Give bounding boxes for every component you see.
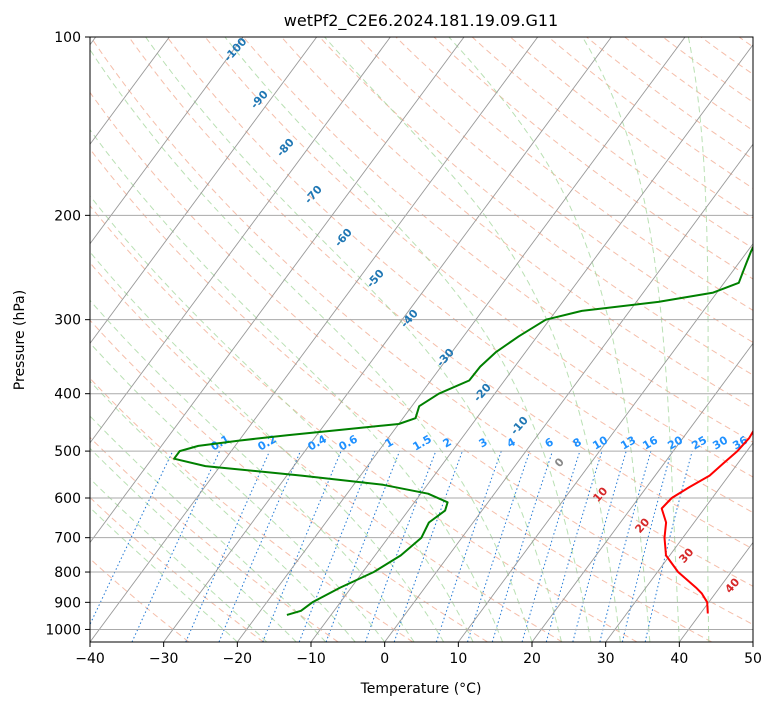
dry-adiabat [548, 37, 753, 189]
mixing-ratio-line [521, 450, 581, 642]
dry-adiabat [90, 377, 414, 642]
isotherm-line [531, 342, 753, 642]
mixing-ratio-line [131, 450, 221, 642]
moist-adiabat [90, 506, 238, 642]
isotherm-line [236, 37, 686, 642]
dry-adiabat [586, 37, 753, 160]
mixing-ratio-line [644, 450, 693, 642]
isotherm-line [90, 37, 539, 642]
moist-adiabat [90, 342, 386, 642]
dewpoint-profile-line [173, 245, 753, 616]
y-tick-label: 300 [54, 313, 81, 329]
x-tick-label: 10 [449, 651, 467, 667]
isotherm-line [605, 442, 753, 642]
isotherm-line [384, 143, 753, 642]
mixing-ratio-line [491, 450, 553, 642]
x-tick-label: 50 [744, 651, 762, 667]
moist-adiabat [687, 37, 710, 642]
mixing-ratio-line [90, 450, 174, 626]
isotherm-line [310, 43, 753, 642]
y-axis: 1000 900 800 700 600 500 400 300 200 100 [45, 30, 90, 638]
mixing-ratio-line [364, 450, 437, 642]
x-tick-label: 20 [523, 651, 541, 667]
moist-adiabat [324, 37, 621, 642]
x-tick-label: 30 [597, 651, 615, 667]
x-tick-label: −10 [296, 651, 326, 667]
x-tick-label: 40 [670, 651, 688, 667]
dry-adiabat [90, 204, 638, 642]
dry-adiabat [166, 37, 753, 514]
moist-adiabat [582, 37, 680, 642]
moist-adiabat [90, 128, 503, 642]
y-tick-label: 200 [54, 208, 81, 224]
dry-adiabat [90, 262, 563, 642]
moist-adiabat [90, 380, 356, 642]
x-tick-label: −30 [149, 651, 179, 667]
plot-frame [89, 36, 754, 643]
moist-adiabat [90, 299, 415, 642]
mixing-ratio-line [621, 450, 672, 642]
y-tick-label: 400 [54, 387, 81, 403]
mixing-ratio-line [599, 450, 652, 642]
moist-adiabat [90, 477, 268, 642]
mixing-ratio-line [435, 450, 502, 642]
moist-adiabat [90, 415, 327, 642]
dry-adiabat [242, 37, 753, 443]
moist-adiabat [90, 447, 297, 642]
temperature-profile-line [660, 429, 753, 614]
isotherm-line [90, 37, 170, 146]
isotherm-line [90, 37, 465, 544]
mixing-ratio-line [393, 450, 463, 642]
y-tick-label: 700 [54, 531, 81, 547]
y-tick-label: 900 [54, 595, 81, 611]
mixing-ratio-line [572, 450, 627, 642]
dry-adiabat [395, 37, 753, 311]
dry-adiabat [90, 496, 264, 642]
x-axis: −40 −30 −20 −10 0 10 20 30 40 50 [75, 642, 762, 667]
dry-adiabat [90, 148, 712, 642]
dry-adiabat [128, 37, 753, 550]
chart-title: wetPf2_C2E6.2024.181.19.09.G11 [284, 11, 558, 31]
dry-adiabat [204, 37, 753, 478]
mixing-ratio-line [467, 450, 531, 642]
x-axis-label: Temperature (°C) [360, 681, 482, 697]
isotherm-line [90, 37, 244, 245]
mixing-ratio-line [218, 450, 301, 642]
y-tick-label: 800 [54, 565, 81, 581]
y-tick-label: 100 [54, 30, 81, 46]
dry-adiabat [90, 37, 753, 587]
dry-adiabat [357, 37, 753, 343]
isotherm-line [457, 243, 753, 642]
dry-adiabat [319, 37, 753, 376]
moist-adiabat [90, 48, 533, 642]
y-tick-label: 1000 [45, 622, 81, 638]
y-axis-label: Pressure (hPa) [12, 290, 28, 390]
x-tick-label: −40 [75, 651, 105, 667]
isotherm-line [90, 37, 391, 444]
moist-adiabat [145, 37, 562, 642]
x-tick-label: 0 [380, 651, 389, 667]
isotherm-line [163, 37, 612, 642]
y-tick-label: 500 [54, 444, 81, 460]
y-tick-label: 600 [54, 491, 81, 507]
moist-adiabat [224, 37, 592, 642]
x-tick-label: −20 [223, 651, 253, 667]
isotherm-line [90, 37, 318, 345]
moist-adiabat [448, 37, 651, 642]
